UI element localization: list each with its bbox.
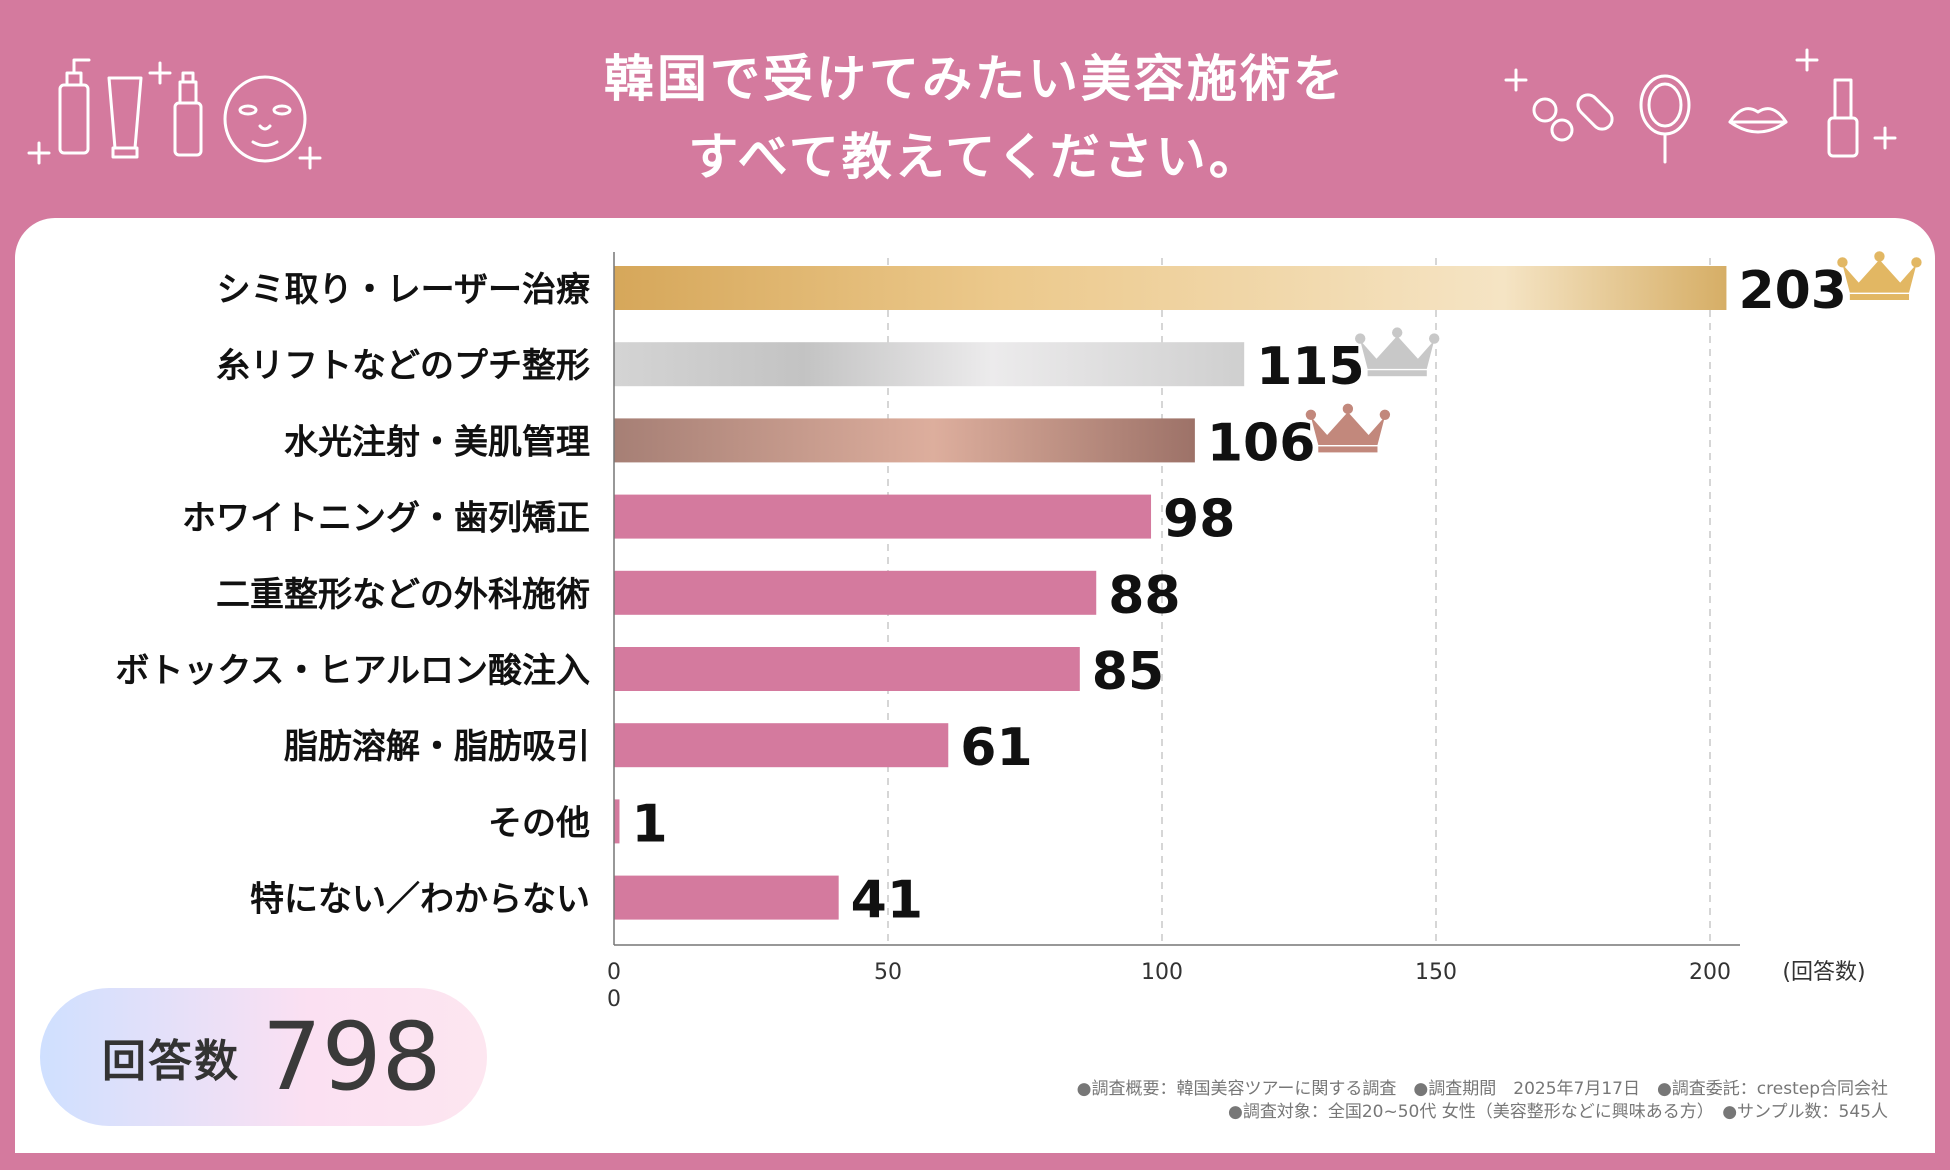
crown-jewel <box>1305 409 1317 420</box>
x-tick-label: 100 <box>1141 960 1183 985</box>
gold-crown-icon <box>1837 251 1922 300</box>
bar <box>614 418 1195 463</box>
bar <box>614 723 949 768</box>
crown-jewel <box>1837 257 1848 268</box>
sparkle-icon <box>1795 48 1819 72</box>
category-label: ホワイトニング・歯列矯正 <box>182 499 590 539</box>
bar <box>614 494 1152 539</box>
spray-bottle-icon <box>173 71 203 157</box>
category-label: 脂肪溶解・脂肪吸引 <box>284 727 590 767</box>
bar <box>614 799 620 844</box>
x-tick-label: 50 <box>874 960 902 985</box>
chart-title: 韓国で受けてみたい美容施術を すべて教えてください。 <box>0 40 1950 196</box>
response-count-label: 回答数 <box>102 1036 240 1087</box>
category-label: その他 <box>488 803 590 843</box>
value-label: 61 <box>960 718 1032 778</box>
x-tick-label: 0 <box>607 960 621 985</box>
crown-base <box>1318 446 1378 453</box>
value-label: 106 <box>1207 413 1316 473</box>
value-label: 1 <box>631 794 667 854</box>
crown-body <box>1842 259 1917 293</box>
hand-mirror-icon <box>1639 74 1691 164</box>
x-tick-label: 0 <box>607 987 621 1012</box>
crown-jewel <box>1429 333 1440 344</box>
footnote-line-1: ●調査概要：韓国美容ツアーに関する調査 ●調査期間 2025年7月17日 ●調査… <box>1076 1079 1888 1099</box>
sparkle-icon <box>1504 68 1528 92</box>
sparkle-icon <box>1873 126 1897 150</box>
bar <box>614 875 839 920</box>
crown-jewel <box>1379 409 1391 420</box>
tube-icon <box>107 76 143 159</box>
title-line-2: すべて教えてください。 <box>688 128 1262 186</box>
category-label: シミ取り・レーザー治療 <box>217 270 591 310</box>
value-label: 88 <box>1108 566 1180 626</box>
cosmetics-illustration-right <box>1504 48 1897 164</box>
bar <box>614 266 1727 310</box>
bar <box>614 647 1080 691</box>
category-label: ボトックス・ヒアルロン酸注入 <box>115 651 590 691</box>
x-tick-label: 150 <box>1415 960 1457 985</box>
lips-icon <box>1728 107 1788 134</box>
x-tick-label: 200 <box>1689 960 1731 985</box>
category-label: 特にない／わからない <box>250 880 590 920</box>
pump-bottle-icon <box>58 58 91 155</box>
response-count-badge: 回答数 798 <box>40 988 487 1126</box>
crown-jewel <box>1355 333 1366 344</box>
silver-crown-icon <box>1355 327 1440 377</box>
bar <box>614 570 1097 615</box>
crown-jewel <box>1342 403 1354 414</box>
survey-footnotes: ●調査概要：韓国美容ツアーに関する調査 ●調査期間 2025年7月17日 ●調査… <box>1077 1078 1888 1124</box>
category-label: 水光注射・美肌管理 <box>284 422 590 462</box>
bronze-crown-icon <box>1305 403 1391 453</box>
crown-base <box>1367 370 1427 377</box>
bars: シミ取り・レーザー治療 203 糸リフトなどのプチ整形 115 水光注射・美肌管理 106… <box>115 251 1922 931</box>
response-count-value: 798 <box>262 1002 442 1112</box>
value-label: 98 <box>1163 490 1235 550</box>
crown-body <box>1310 412 1385 446</box>
value-label: 203 <box>1738 261 1847 321</box>
crown-jewel <box>1392 327 1403 338</box>
bar <box>614 342 1245 387</box>
title-line-1: 韓国で受けてみたい美容施術を <box>604 50 1346 108</box>
nail-polish-icon <box>1827 78 1859 158</box>
cosmetics-illustration-left <box>27 58 322 170</box>
x-axis-title: (回答数) <box>1782 960 1865 985</box>
crown-jewel <box>1911 257 1922 268</box>
crown-base <box>1849 294 1910 300</box>
sparkle-icon <box>27 141 51 165</box>
crown-jewel <box>1874 251 1885 262</box>
footnote-line-2: ●調査対象：全国20~50代 女性（美容整形などに興味ある方） ●サンプル数：5… <box>1227 1102 1888 1122</box>
value-label: 41 <box>851 871 923 931</box>
face-mask-icon <box>223 75 307 163</box>
value-label: 85 <box>1092 642 1164 702</box>
category-label: 糸リフトなどのプチ整形 <box>216 346 590 386</box>
pills-icon <box>1532 93 1614 142</box>
value-label: 115 <box>1256 337 1365 397</box>
x-axis: 0 50 100 150 200 0 (回答数) <box>607 252 1866 1012</box>
crown-body <box>1360 335 1435 369</box>
category-label: 二重整形などの外科施術 <box>216 575 590 615</box>
sparkle-icon <box>298 146 322 170</box>
sparkle-icon <box>148 61 172 85</box>
